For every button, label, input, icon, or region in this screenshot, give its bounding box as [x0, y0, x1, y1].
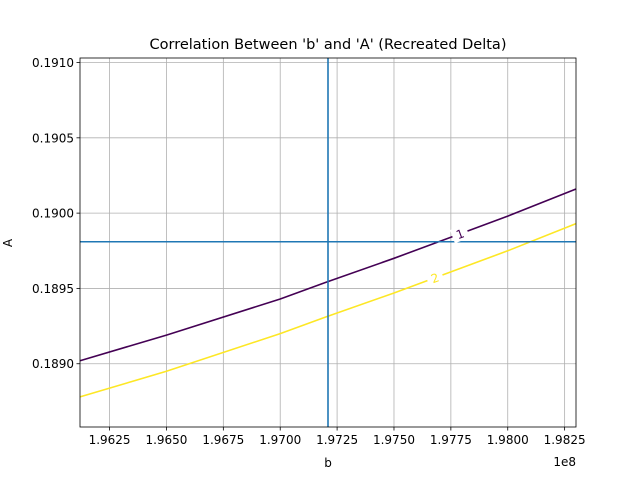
x-tick-label: 1.9625 — [89, 433, 131, 447]
y-tick-label: 0.1905 — [32, 131, 74, 145]
x-tick-label: 1.9800 — [487, 433, 529, 447]
x-tick-label: 1.9675 — [202, 433, 244, 447]
contour-label-gap — [425, 268, 445, 288]
y-tick-label: 0.1900 — [32, 207, 74, 221]
x-tick-label: 1.9750 — [373, 433, 415, 447]
y-axis-label: A — [1, 238, 15, 247]
x-axis-ticks: 1.9625 1.9650 1.9675 1.9700 1.9725 1.9750 1.97… — [89, 427, 586, 447]
x-tick-label: 1.9825 — [544, 433, 586, 447]
y-tick-label: 0.1895 — [32, 282, 74, 296]
y-tick-label: 0.1910 — [32, 56, 74, 70]
x-tick-label: 1.9725 — [316, 433, 358, 447]
reference-lines — [80, 58, 576, 427]
chart-title: Correlation Between 'b' and 'A' (Recreat… — [150, 37, 507, 53]
contour-labels: 12 — [425, 224, 470, 288]
contour-line-1 — [79, 188, 577, 362]
contour-lines — [79, 188, 577, 398]
contour-line-2 — [79, 222, 577, 398]
x-tick-label: 1.9775 — [430, 433, 472, 447]
contour-label-gap — [450, 224, 470, 244]
y-axis-ticks: 0.1890 0.1895 0.1900 0.1905 0.1910 — [32, 56, 80, 371]
x-axis-offset-label: 1e8 — [553, 455, 576, 469]
y-tick-label: 0.1890 — [32, 357, 74, 371]
axes-frame — [79, 57, 577, 428]
x-tick-label: 1.9650 — [145, 433, 187, 447]
x-axis-label: b — [324, 456, 332, 470]
x-tick-label: 1.9700 — [259, 433, 301, 447]
